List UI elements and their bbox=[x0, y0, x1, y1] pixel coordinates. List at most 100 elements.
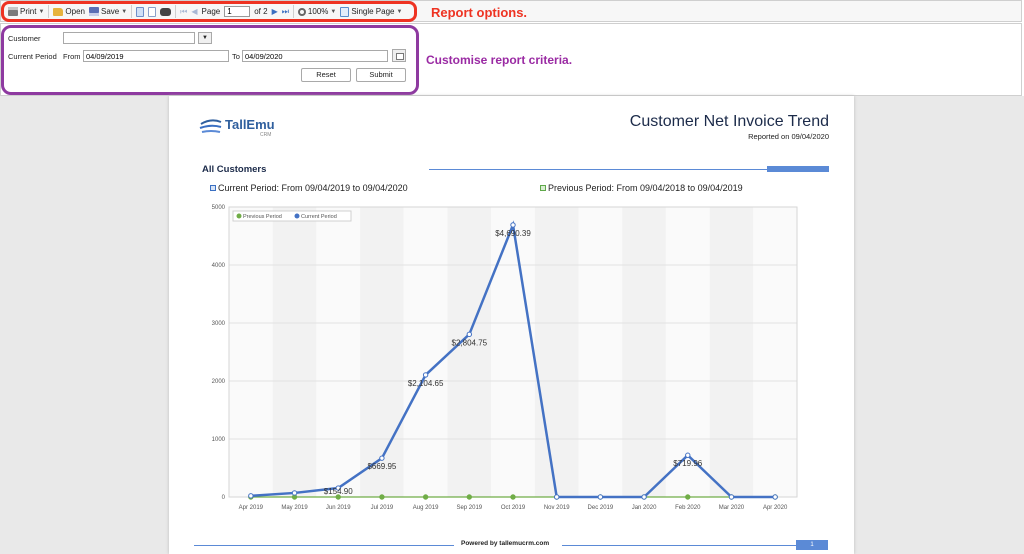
x-tick-label: Jul 2019 bbox=[371, 505, 394, 511]
data-point bbox=[422, 494, 429, 500]
previous-page-icon[interactable]: ◀ bbox=[191, 7, 198, 16]
data-point bbox=[248, 493, 254, 499]
data-label: $719.96 bbox=[673, 459, 702, 468]
tallemu-logo: TallEmu CRM bbox=[199, 116, 289, 140]
y-tick-label: 1000 bbox=[212, 437, 226, 443]
report-toolbar: Print ▼ Open Save ▼ ⏮ ◀ Page of 2 ▶ ⏭ 10… bbox=[1, 1, 417, 22]
chevron-down-icon: ▼ bbox=[38, 8, 45, 15]
chart-legend-label: Previous Period bbox=[243, 214, 282, 220]
data-point bbox=[553, 494, 560, 500]
page-of-label: of 2 bbox=[254, 7, 268, 16]
save-button[interactable]: Save ▼ bbox=[88, 7, 128, 16]
find-button[interactable] bbox=[160, 7, 172, 16]
chart-legend-label: Current Period bbox=[301, 214, 337, 220]
footer-page-number: 1 bbox=[796, 540, 828, 550]
data-point bbox=[422, 372, 429, 378]
chart-band bbox=[491, 207, 535, 497]
chart-band bbox=[229, 207, 273, 497]
submit-button[interactable]: Submit bbox=[356, 68, 406, 82]
data-point bbox=[466, 331, 473, 338]
copy-button[interactable] bbox=[148, 6, 157, 17]
last-page-icon[interactable]: ⏭ bbox=[281, 6, 289, 16]
section-rule bbox=[429, 169, 829, 170]
data-point bbox=[379, 494, 385, 500]
x-tick-label: Apr 2019 bbox=[239, 505, 264, 511]
x-tick-label: Nov 2019 bbox=[544, 505, 570, 511]
calendar-icon[interactable] bbox=[392, 49, 406, 62]
page-icon bbox=[136, 6, 145, 17]
data-point bbox=[685, 494, 691, 500]
zoom-button[interactable]: 100% ▼ bbox=[297, 7, 336, 16]
footer-rule bbox=[194, 545, 454, 546]
customer-dropdown-button[interactable]: ▼ bbox=[198, 32, 212, 44]
x-tick-label: Jan 2020 bbox=[632, 505, 657, 511]
report-page: TallEmu CRM Customer Net Invoice Trend R… bbox=[169, 96, 854, 554]
chart-band bbox=[403, 207, 448, 497]
x-tick-label: May 2019 bbox=[281, 505, 308, 511]
page-number-input[interactable] bbox=[224, 6, 251, 17]
data-label: $2,104.65 bbox=[408, 379, 444, 388]
y-tick-label: 3000 bbox=[212, 321, 226, 327]
data-point bbox=[510, 222, 516, 228]
customer-input[interactable] bbox=[63, 32, 195, 44]
section-bar bbox=[767, 166, 829, 172]
data-point bbox=[728, 494, 735, 500]
toolbar-divider bbox=[175, 5, 177, 18]
first-page-icon[interactable]: ⏮ bbox=[180, 6, 188, 16]
reset-button[interactable]: Reset bbox=[301, 68, 351, 82]
section-title: All Customers bbox=[202, 164, 267, 175]
next-page-icon[interactable]: ▶ bbox=[271, 7, 278, 16]
legend-current-period: Current Period: From 09/04/2019 to 09/04… bbox=[210, 183, 408, 193]
invoice-trend-chart: 0 1000 2000 3000 4000 5000 Apr 2019 May 2019 Jun… bbox=[212, 205, 798, 511]
print-label: Print bbox=[20, 7, 37, 16]
x-tick-label: Apr 2020 bbox=[763, 505, 788, 511]
chart-band bbox=[709, 207, 754, 497]
logo-subtext: CRM bbox=[260, 132, 272, 138]
legend-marker bbox=[236, 213, 242, 219]
legend-current-label: Current Period: From 09/04/2019 to 09/04… bbox=[218, 183, 408, 193]
x-tick-label: Jun 2019 bbox=[326, 505, 351, 511]
chevron-down-icon: ▼ bbox=[396, 8, 403, 15]
data-label: $154.90 bbox=[324, 487, 353, 496]
zoom-label: 100% bbox=[307, 7, 329, 16]
data-label: $2,804.75 bbox=[452, 338, 488, 347]
chart-band bbox=[272, 207, 317, 497]
customise-annotation: Customise report criteria. bbox=[426, 53, 573, 67]
save-label: Save bbox=[100, 7, 120, 16]
folder-icon bbox=[53, 7, 64, 16]
y-tick-label: 4000 bbox=[212, 263, 226, 269]
chart-band bbox=[753, 207, 797, 497]
x-tick-label: Sep 2019 bbox=[456, 505, 482, 511]
chart-band bbox=[665, 207, 710, 497]
y-tick-label: 2000 bbox=[212, 379, 226, 385]
x-tick-label: Mar 2020 bbox=[719, 505, 745, 511]
view-mode-label: Single Page bbox=[351, 7, 395, 16]
toolbar-divider bbox=[292, 5, 294, 18]
open-button[interactable]: Open bbox=[53, 7, 85, 16]
toolbar-divider bbox=[48, 5, 50, 18]
data-point bbox=[335, 494, 341, 500]
from-date-input[interactable] bbox=[83, 50, 229, 62]
x-tick-label: Aug 2019 bbox=[413, 505, 439, 511]
chart-band bbox=[622, 207, 666, 497]
reported-on: Reported on 09/04/2020 bbox=[748, 132, 829, 141]
data-point bbox=[510, 494, 516, 500]
chart-band bbox=[447, 207, 492, 497]
view-mode-button[interactable]: Single Page ▼ bbox=[340, 6, 403, 17]
footer-powered-by: Powered by tallemucrm.com bbox=[461, 540, 550, 547]
y-tick-label: 5000 bbox=[212, 205, 226, 211]
to-date-input[interactable] bbox=[242, 50, 388, 62]
report-options-annotation: Report options. bbox=[431, 5, 528, 20]
binoculars-icon bbox=[160, 7, 172, 16]
data-point bbox=[466, 494, 473, 500]
footer-rule bbox=[562, 545, 827, 546]
single-page-icon bbox=[340, 6, 350, 17]
legend-previous-period: Previous Period: From 09/04/2018 to 09/0… bbox=[540, 183, 743, 193]
period-label: Current Period bbox=[8, 52, 57, 61]
print-button[interactable]: Print ▼ bbox=[8, 7, 44, 16]
single-page-view-button[interactable] bbox=[136, 6, 145, 17]
printer-icon bbox=[8, 7, 18, 16]
data-label: $4,690.39 bbox=[495, 229, 531, 238]
y-tick-label: 0 bbox=[222, 495, 226, 501]
chevron-down-icon: ▼ bbox=[121, 8, 128, 15]
